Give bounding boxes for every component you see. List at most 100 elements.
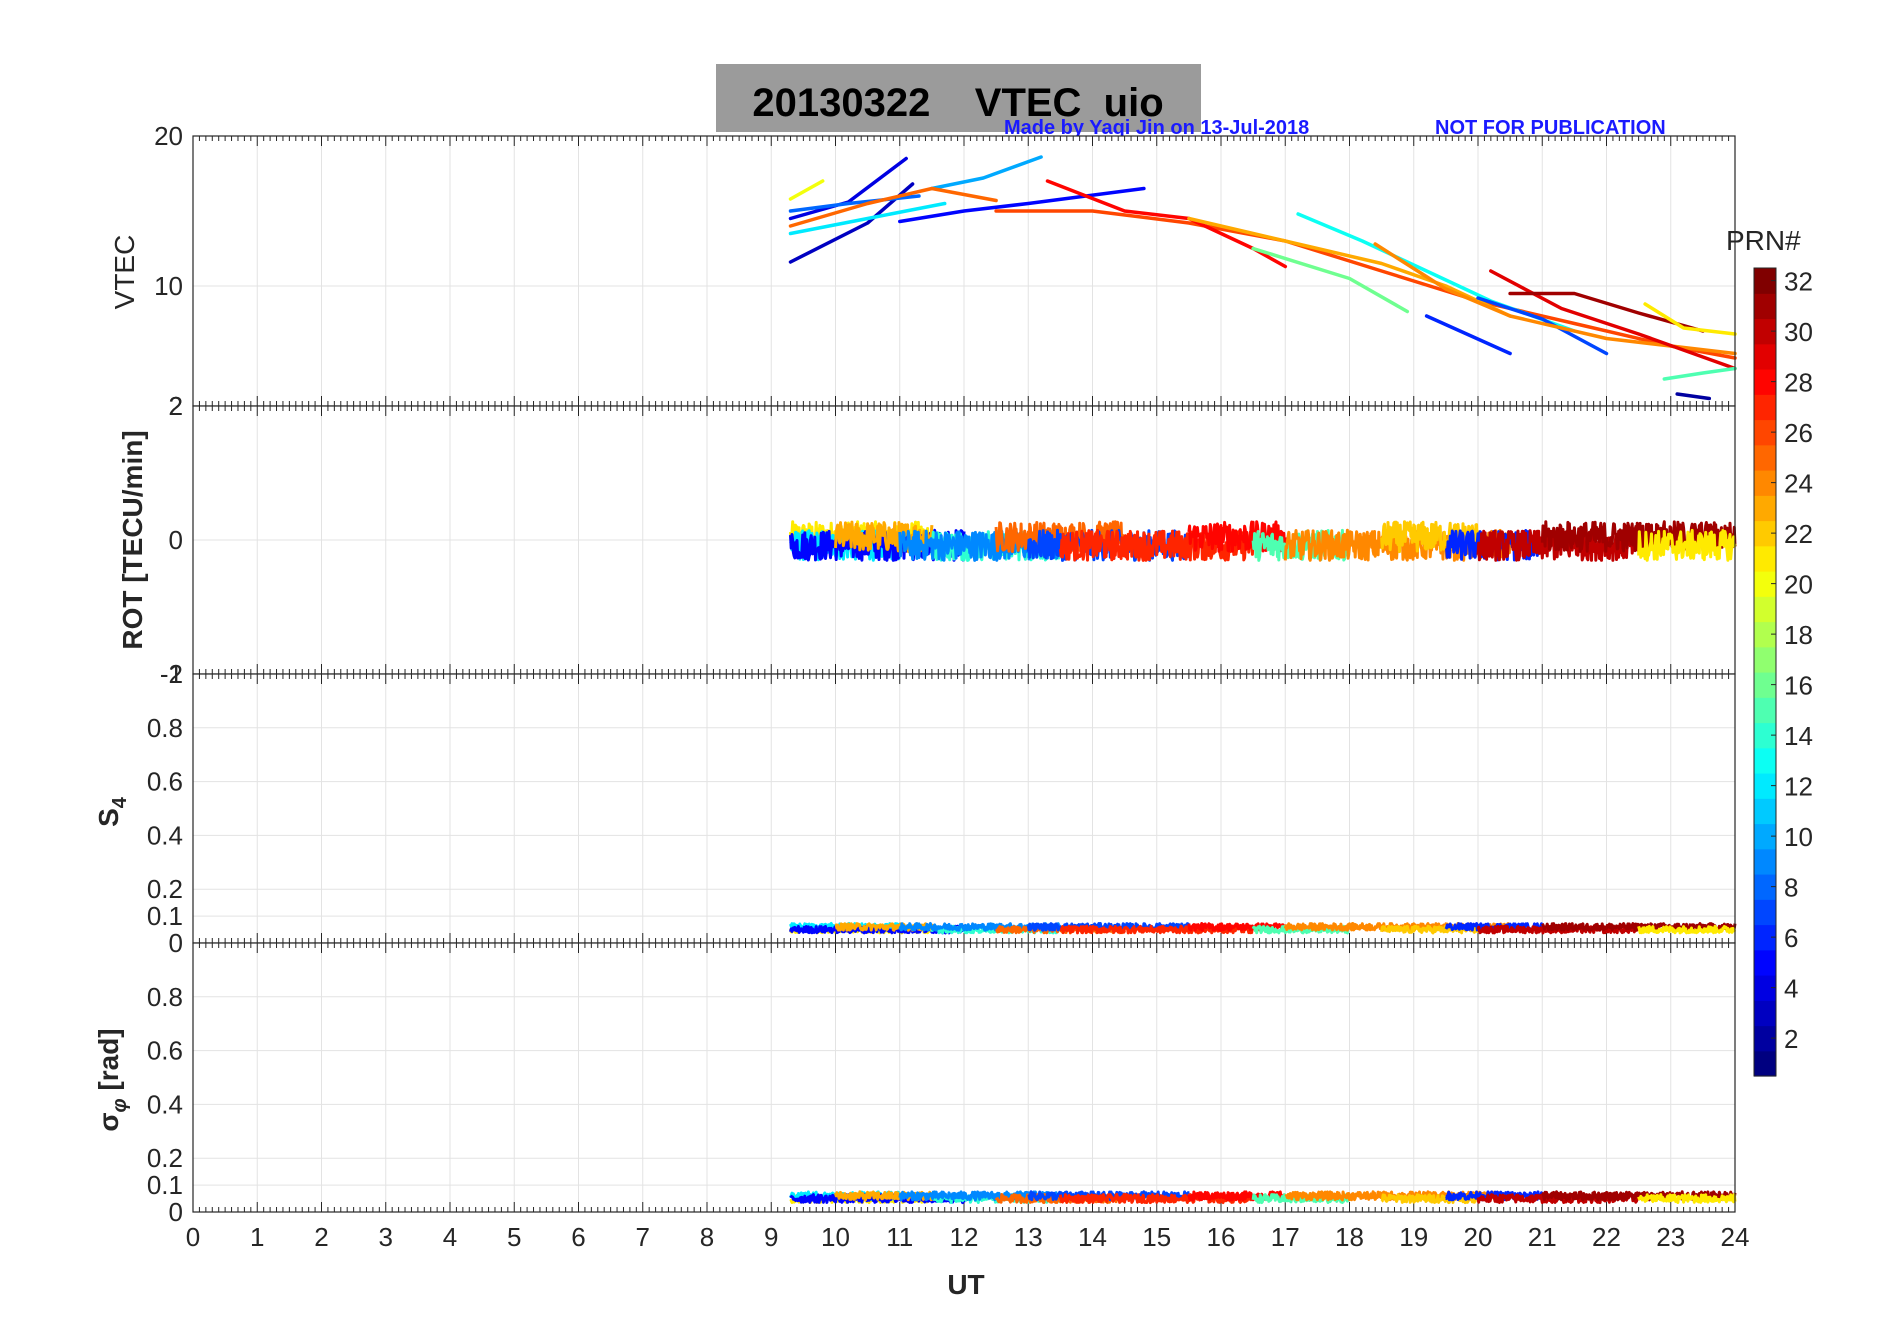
vtec-series-prn-29 (1489, 269, 1737, 371)
s4-trace-prn-22 (1380, 924, 1480, 935)
colorbar-swatch (1754, 672, 1776, 698)
colorbar-swatch (1754, 722, 1776, 749)
rot-panel: -2 0 2 (160, 391, 1737, 689)
colorbar-swatch (1754, 571, 1776, 597)
colorbar-swatch (1754, 899, 1776, 926)
colorbar-swatch (1754, 444, 1776, 471)
x-tick-label: 7 (636, 1222, 650, 1252)
y-tick-label: 0.2 (147, 1143, 183, 1173)
vtec-panel: 2 10 20 (154, 121, 1737, 421)
colorbar-swatch (1754, 747, 1776, 774)
x-tick-label: 2 (314, 1222, 328, 1252)
x-tick-label: 14 (1078, 1222, 1107, 1252)
colorbar-swatch (1754, 293, 1776, 320)
y-tick-label: 0.1 (147, 901, 183, 931)
x-tick-label: 22 (1592, 1222, 1621, 1252)
y-tick-label: 0.8 (147, 713, 183, 743)
y-tick-label: 0 (169, 1197, 183, 1227)
credit-text: Made by Yaqi Jin on 13-Jul-2018 (1004, 117, 1309, 139)
colorbar-swatch (1754, 697, 1776, 724)
sigma_phi-trace-prn-28 (1187, 1190, 1287, 1202)
colorbar-tick-label: 16 (1784, 671, 1813, 701)
x-tick-label: 21 (1528, 1222, 1557, 1252)
vtec-series-prn-12 (788, 201, 947, 236)
y-tick-label: 0.2 (147, 874, 183, 904)
colorbar-swatch (1754, 924, 1776, 951)
colorbar-swatch (1754, 798, 1776, 825)
x-tick-label: 17 (1271, 1222, 1300, 1252)
plot-frame (192, 942, 1736, 1213)
y-tick-label: 0 (169, 525, 183, 555)
colorbar-tick-label: 30 (1784, 317, 1813, 347)
vtec-series-prn-23 (1187, 216, 1512, 318)
x-tick-label: 12 (950, 1222, 979, 1252)
x-tick-label: 16 (1207, 1222, 1236, 1252)
y-tick-label: 0.6 (147, 1036, 183, 1066)
colorbar-tick-label: 18 (1784, 620, 1813, 650)
sigma_phi-trace-prn-21 (1637, 1193, 1737, 1204)
colorbar-tick-label: 8 (1784, 873, 1798, 903)
vtec-series-prn-24 (1373, 242, 1737, 356)
colorbar-tick-label: 6 (1784, 923, 1798, 953)
colorbar-swatch (1754, 470, 1776, 496)
rot-trace-prn-21 (1637, 528, 1737, 562)
colorbar-swatch (1754, 773, 1776, 799)
y-tick-label: 0.1 (147, 1170, 183, 1200)
colorbar-swatch (1754, 369, 1776, 395)
x-tick-label: 4 (443, 1222, 457, 1252)
x-tick-label: 24 (1721, 1222, 1750, 1252)
x-tick-label: 8 (700, 1222, 714, 1252)
colorbar-tick-label: 28 (1784, 368, 1813, 398)
y-tick-label: -2 (160, 659, 183, 689)
y-tick-label: 0.4 (147, 820, 183, 850)
colorbar-swatch (1754, 596, 1776, 623)
y-tick-label: 0.6 (147, 767, 183, 797)
y-tick-label: 1 (169, 659, 183, 689)
colorbar-swatch (1754, 1025, 1776, 1052)
y-tick-label: 0.8 (147, 982, 183, 1012)
x-axis-title: UT (947, 1269, 984, 1300)
colorbar-swatch (1754, 1000, 1776, 1027)
colorbar-tick-label: 26 (1784, 418, 1813, 448)
vtec-series-prn-15 (1662, 366, 1737, 381)
x-tick-label: 1 (250, 1222, 264, 1252)
y-tick-label: 10 (154, 271, 183, 301)
y-tick-label: 0.4 (147, 1089, 183, 1119)
x-tick-label: 10 (821, 1222, 850, 1252)
colorbar-swatch (1754, 975, 1776, 1001)
x-tick-label: 6 (571, 1222, 585, 1252)
vtec-series-prn-20 (788, 179, 825, 201)
colorbar-tick-label: 4 (1784, 974, 1798, 1004)
sigma_phi-trace-prn-31 (1541, 1190, 1737, 1202)
colorbar-tick-label: 24 (1784, 469, 1813, 499)
x-tick-label: 18 (1335, 1222, 1364, 1252)
colorbar-swatch (1754, 419, 1776, 446)
colorbar-tick-label: 22 (1784, 519, 1813, 549)
colorbar-swatch (1754, 621, 1776, 648)
rot-trace-prn-28 (1187, 520, 1287, 553)
x-tick-label: 15 (1142, 1222, 1171, 1252)
colorbar-swatch (1754, 848, 1776, 875)
vtec-series-prn-7 (1476, 296, 1609, 356)
y-tick-label: 0 (169, 928, 183, 958)
y-tick-label: 2 (169, 391, 183, 421)
colorbar-swatch (1754, 268, 1776, 294)
x-tick-label: 23 (1656, 1222, 1685, 1252)
colorbar-swatch (1754, 520, 1776, 547)
colorbar-tick-label: 32 (1784, 267, 1813, 297)
s4-trace-prn-21 (1637, 924, 1737, 935)
s4-axis-title: S4 (93, 796, 131, 827)
colorbar-swatch (1754, 1050, 1776, 1077)
x-tick-label: 3 (379, 1222, 393, 1252)
y-tick-label: 2 (169, 391, 183, 421)
colorbar-tick-label: 10 (1784, 822, 1813, 852)
colorbar-frame (1753, 267, 1777, 1077)
x-tick-label: 13 (1014, 1222, 1043, 1252)
colorbar-swatch (1754, 495, 1776, 522)
chart-title: 20130322 VTEC uio (752, 81, 1163, 125)
colorbar-swatch (1754, 343, 1776, 370)
vtec-series-prn-25 (788, 186, 998, 228)
not-for-publication-text: NOT FOR PUBLICATION (1435, 117, 1666, 139)
